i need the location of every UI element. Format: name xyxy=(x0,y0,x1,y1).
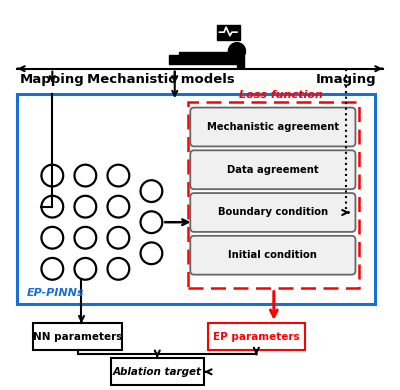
Bar xyxy=(33,323,122,351)
FancyBboxPatch shape xyxy=(190,108,356,146)
Circle shape xyxy=(228,43,246,60)
Text: Mechanistic models: Mechanistic models xyxy=(87,73,235,86)
Text: Data agreement: Data agreement xyxy=(227,165,319,175)
Bar xyxy=(208,323,305,351)
Circle shape xyxy=(140,180,162,202)
Text: EP parameters: EP parameters xyxy=(213,332,300,342)
Text: Mapping: Mapping xyxy=(20,73,85,86)
Text: EP-PINNs: EP-PINNs xyxy=(27,288,84,298)
Text: Boundary condition: Boundary condition xyxy=(218,207,328,218)
Bar xyxy=(111,358,204,385)
Bar xyxy=(218,25,240,39)
Circle shape xyxy=(108,258,129,280)
FancyBboxPatch shape xyxy=(190,193,356,232)
Text: Ablation target: Ablation target xyxy=(113,367,202,377)
Circle shape xyxy=(42,196,63,218)
Text: Loss function: Loss function xyxy=(239,90,323,100)
Circle shape xyxy=(74,196,96,218)
Circle shape xyxy=(42,227,63,249)
Bar xyxy=(169,55,243,64)
Circle shape xyxy=(140,243,162,264)
FancyBboxPatch shape xyxy=(190,236,356,275)
Bar xyxy=(188,102,359,288)
Text: NN parameters: NN parameters xyxy=(33,332,122,342)
Circle shape xyxy=(108,227,129,249)
FancyBboxPatch shape xyxy=(190,150,356,189)
Circle shape xyxy=(74,227,96,249)
Circle shape xyxy=(108,165,129,186)
Text: Mechanistic agreement: Mechanistic agreement xyxy=(207,122,339,132)
Bar xyxy=(237,46,244,68)
Bar xyxy=(179,51,233,60)
Circle shape xyxy=(74,258,96,280)
Text: Initial condition: Initial condition xyxy=(228,250,317,260)
Circle shape xyxy=(140,211,162,233)
Circle shape xyxy=(108,196,129,218)
Text: Imaging: Imaging xyxy=(316,73,376,86)
Circle shape xyxy=(42,165,63,186)
Circle shape xyxy=(74,165,96,186)
Bar xyxy=(17,94,375,304)
Circle shape xyxy=(42,258,63,280)
